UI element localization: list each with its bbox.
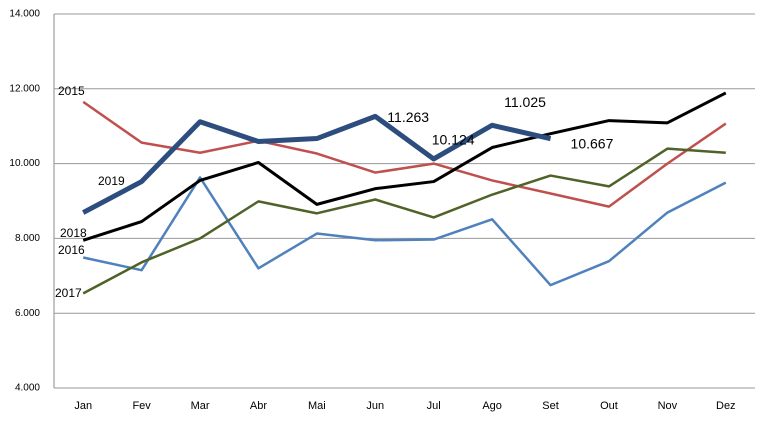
series-line (82, 147, 726, 295)
x-tick-label: Ago (482, 400, 502, 412)
x-tick-label: Jan (74, 400, 92, 412)
series-line (82, 91, 727, 242)
series-name: 2016 (58, 243, 85, 257)
series-line (82, 100, 727, 208)
value-label: 11.025 (504, 94, 546, 110)
x-tick-label: Mar (191, 400, 210, 412)
x-tick-label: Out (600, 400, 618, 412)
x-tick-label: Mai (308, 400, 326, 412)
x-tick-label: Jul (427, 400, 441, 412)
value-label: 10.667 (571, 135, 614, 151)
x-tick-label: Abr (250, 400, 267, 412)
y-tick-label: 6.000 (15, 308, 40, 319)
series-line (82, 176, 727, 287)
value-label: 11.263 (387, 109, 429, 125)
series-name: 2015 (58, 84, 85, 98)
y-tick-label: 14.000 (9, 9, 40, 20)
y-tick-label: 10.000 (9, 158, 40, 169)
series-name: 2017 (55, 286, 82, 300)
x-tick-label: Jun (366, 400, 384, 412)
value-label: 10.124 (432, 132, 475, 148)
x-tick-label: Dez (716, 400, 736, 412)
y-tick-label: 12.000 (9, 83, 40, 94)
y-tick-label: 4.000 (15, 383, 40, 394)
x-tick-label: Set (542, 400, 559, 412)
series-name: 2018 (60, 226, 87, 240)
series-name: 2019 (98, 174, 125, 188)
series-line (82, 113, 552, 215)
y-tick-label: 8.000 (15, 233, 40, 244)
x-tick-label: Nov (658, 400, 678, 412)
x-tick-label: Fev (132, 400, 151, 412)
